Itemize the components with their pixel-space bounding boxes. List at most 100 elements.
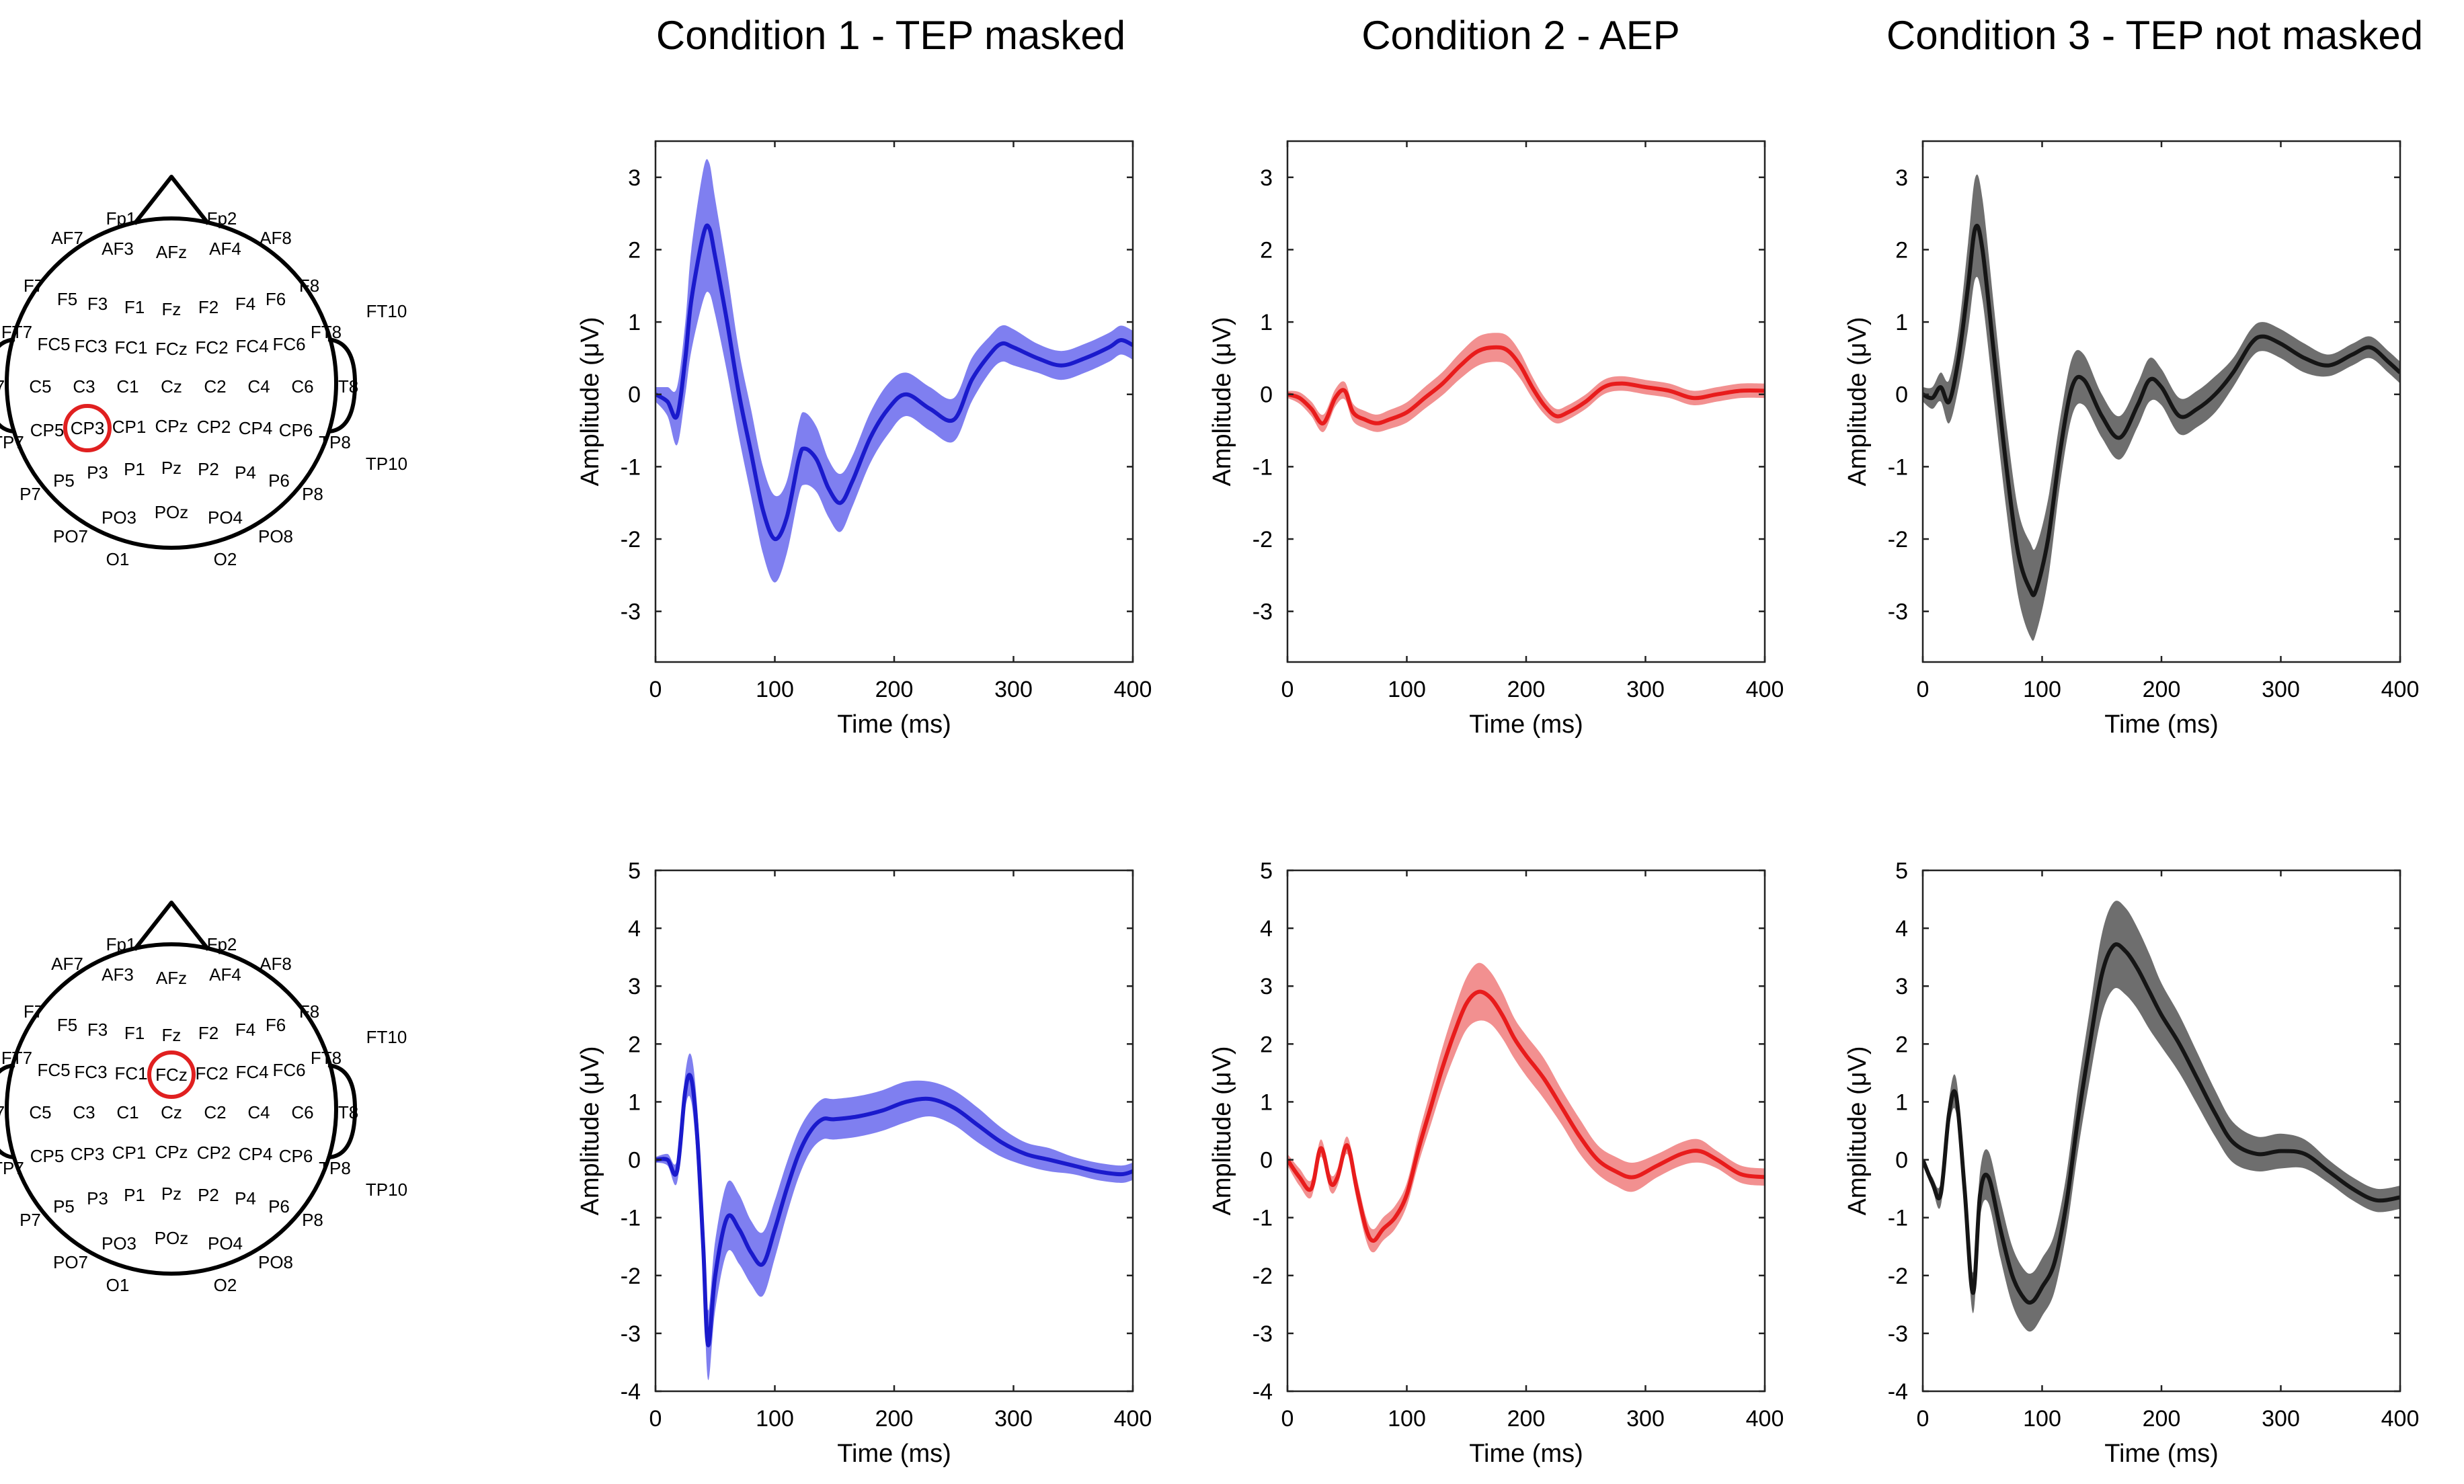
electrode-label-afz: AFz [156,968,187,988]
electrode-label-fc1: FC1 [114,1063,147,1083]
y-tick-label: 4 [628,916,641,942]
electrode-label-p6: P6 [268,470,290,491]
electrode-label-t8: T8 [338,376,358,397]
electrode-label-p3: P3 [87,1188,108,1208]
electrode-label-f6: F6 [266,1015,286,1035]
electrode-label-pz: Pz [161,1184,182,1204]
y-tick-label: -1 [1253,1206,1273,1231]
electrode-label-po8: PO8 [258,526,293,546]
electrode-label-po4: PO4 [208,1233,243,1253]
electrode-label-c2: C2 [204,376,226,397]
y-axis-label: Amplitude (μV) [576,317,604,486]
electrode-label-tp10: TP10 [366,454,407,474]
electrode-label-c6: C6 [291,376,313,397]
electrode-label-f4: F4 [235,294,255,314]
nose-shape [132,175,210,225]
x-tick-label: 200 [875,677,914,702]
x-tick-label: 0 [649,677,662,702]
y-tick-label: 3 [1895,974,1908,999]
x-tick-label: 400 [1746,1406,1784,1432]
electrode-label-cp1: CP1 [112,1143,147,1163]
y-tick-label: 2 [1895,237,1908,263]
error-band-red [1287,962,1765,1253]
x-tick-label: 200 [2143,677,2181,702]
electrode-label-fp1: Fp1 [106,208,136,229]
electrode-label-cz: Cz [161,376,182,397]
electrode-label-c6: C6 [291,1102,313,1122]
y-tick-label: 0 [1260,382,1273,408]
y-tick-label: -2 [1253,1264,1273,1289]
x-tick-label: 100 [756,677,794,702]
x-tick-label: 400 [2381,1406,2420,1432]
electrode-label-p5: P5 [53,1196,75,1217]
condition-1-title: Condition 1 - TEP masked [656,13,1125,58]
highlighted-electrode-ring [147,1050,196,1099]
electrode-label-o1: O1 [106,549,130,569]
mean-line-blue [655,223,1133,542]
head-outline [5,216,338,550]
mean-line-black [1923,942,2400,1305]
y-tick-label: 0 [628,382,641,408]
mean-line-black [1923,223,2400,597]
electrode-label-afz: AFz [156,242,187,262]
x-tick-label: 100 [1388,1406,1426,1432]
y-tick-label: -3 [1253,1321,1273,1347]
electrode-label-cpz: CPz [155,1142,188,1162]
electrode-label-c3: C3 [73,1102,95,1122]
condition-2-title: Condition 2 - AEP [1361,13,1680,58]
electrode-label-p3: P3 [87,462,108,483]
y-tick-label: 3 [1895,165,1908,191]
y-tick-label: 3 [628,974,641,999]
x-tick-label: 300 [1626,1406,1665,1432]
y-tick-label: -2 [1888,1264,1908,1289]
electrode-label-tp7: TP7 [0,432,24,452]
x-tick-label: 200 [2143,1406,2181,1432]
electrode-label-p7: P7 [19,1210,41,1230]
x-axis-label: Time (ms) [1469,1440,1583,1468]
electrode-label-t7: T7 [0,1102,5,1122]
y-tick-label: -1 [1888,1206,1908,1231]
axes-box [654,869,1134,1393]
y-tick-label: 4 [1895,916,1908,942]
y-tick-label: -3 [621,600,641,625]
electrode-label-c3: C3 [73,376,95,397]
electrode-label-c2: C2 [204,1102,226,1122]
electrode-label-ft8: FT8 [311,322,342,342]
y-tick-label: 4 [1260,916,1273,942]
electrode-label-fc1: FC1 [114,337,147,358]
axes-box [1286,869,1766,1393]
left-ear-shape [0,1063,15,1159]
electrode-label-tp10: TP10 [366,1180,407,1200]
electrode-label-o2: O2 [214,549,237,569]
electrode-label-f3: F3 [87,1020,108,1040]
x-tick-label: 0 [1917,1406,1930,1432]
electrode-label-cp6: CP6 [279,420,313,440]
electrode-label-poz: POz [155,1228,189,1248]
left-ear-shape [0,337,15,434]
y-axis-label: Amplitude (μV) [1208,317,1236,486]
y-tick-label: 1 [1895,1089,1908,1115]
x-tick-label: 300 [994,677,1033,702]
y-tick-label: -2 [621,527,641,552]
x-tick-label: 200 [1507,677,1546,702]
electrode-label-fc5: FC5 [37,334,70,354]
y-tick-label: 2 [1260,1032,1273,1057]
y-axis-label: Amplitude (μV) [1208,1046,1236,1215]
electrode-label-fc6: FC6 [272,334,305,354]
electrode-label-f4: F4 [235,1020,255,1040]
electrode-label-cz: Cz [161,1102,182,1122]
plot-row2-condition3: 0 100 200 300 400 -4 -3 -2 -1 0 1 2 3 4 5 Time (ms) Ampl… [1843,858,2419,1468]
electrode-label-po4: PO4 [208,507,243,528]
electrode-label-f5: F5 [57,289,77,309]
x-tick-label: 100 [2023,1406,2061,1432]
x-tick-label: 200 [875,1406,914,1432]
x-axis-label: Time (ms) [837,710,951,739]
plot-row1-condition2: 0 100 200 300 400 -3 -2 -1 0 1 2 3 Time (ms) Amplitud… [1208,140,1784,739]
electrode-label-fc2: FC2 [195,1063,228,1083]
y-tick-label: 0 [1895,1148,1908,1173]
x-tick-label: 0 [1281,677,1294,702]
electrode-label-af8: AF8 [260,228,292,248]
x-tick-label: 300 [994,1406,1033,1432]
plot-row1-condition3: 0 100 200 300 400 -3 -2 -1 0 1 2 3 Time (ms) Amplitud… [1843,140,2419,739]
plot-row1-condition1: 0 100 200 300 400 -3 -2 -1 0 1 2 3 Time (ms) Amplitud… [576,140,1152,739]
